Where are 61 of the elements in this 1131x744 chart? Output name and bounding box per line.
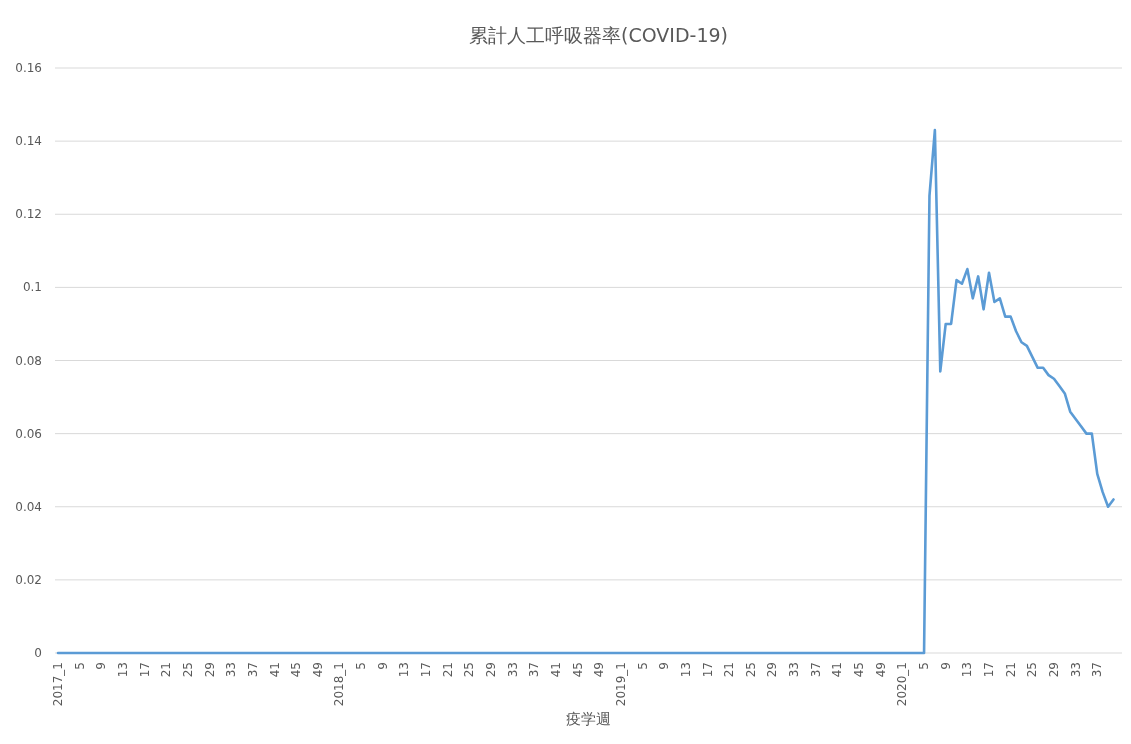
x-tick-label: 17 bbox=[419, 662, 434, 678]
x-tick-label: 17 bbox=[700, 662, 715, 678]
x-tick-label: 21 bbox=[440, 662, 455, 678]
x-tick-label: 49 bbox=[310, 662, 325, 678]
x-tick-label: 33 bbox=[505, 662, 520, 678]
y-tick-label: 0 bbox=[34, 646, 42, 660]
x-tick-label: 5 bbox=[635, 662, 650, 670]
x-tick-label: 49 bbox=[873, 662, 888, 678]
x-tick-label: 49 bbox=[592, 662, 607, 678]
x-tick-label: 17 bbox=[982, 662, 997, 678]
x-tick-label: 21 bbox=[722, 662, 737, 678]
x-tick-label: 37 bbox=[1090, 662, 1105, 678]
x-tick-label: 21 bbox=[1003, 662, 1018, 678]
line-series bbox=[56, 128, 1115, 655]
y-tick-label: 0.16 bbox=[15, 61, 42, 75]
x-tick-label: 2020_1 bbox=[895, 662, 910, 707]
y-tick-label: 0.02 bbox=[15, 572, 42, 587]
x-tick-label: 9 bbox=[375, 662, 390, 670]
y-tick-label: 0.08 bbox=[15, 353, 42, 368]
y-tick-label: 0.14 bbox=[15, 134, 42, 149]
x-tick-label: 41 bbox=[830, 662, 845, 678]
x-tick-label: 17 bbox=[137, 662, 152, 678]
x-tick-label: 5 bbox=[917, 662, 932, 670]
x-tick-label: 13 bbox=[960, 662, 975, 678]
x-tick-label: 25 bbox=[462, 662, 477, 678]
x-tick-label: 37 bbox=[527, 662, 542, 678]
x-tick-label: 33 bbox=[787, 662, 802, 678]
x-tick-label: 21 bbox=[159, 662, 174, 678]
x-tick-label: 13 bbox=[115, 662, 130, 678]
x-tick-label: 25 bbox=[180, 662, 195, 678]
x-tick-label: 37 bbox=[808, 662, 823, 678]
x-tick-label: 13 bbox=[397, 662, 412, 678]
x-tick-label: 25 bbox=[1025, 662, 1040, 678]
x-tick-label: 29 bbox=[484, 662, 499, 678]
x-tick-label: 37 bbox=[245, 662, 260, 678]
x-axis-title: 疫学週 bbox=[566, 710, 611, 728]
x-tick-label: 33 bbox=[1068, 662, 1083, 678]
y-tick-label: 0.12 bbox=[15, 207, 42, 222]
x-tick-label: 2017_1 bbox=[51, 662, 65, 707]
x-tick-label: 25 bbox=[743, 662, 758, 678]
y-tick-label: 0.04 bbox=[15, 499, 42, 514]
x-tick-label: 41 bbox=[267, 662, 282, 678]
x-tick-label: 29 bbox=[202, 662, 217, 678]
x-tick-label: 45 bbox=[570, 662, 585, 678]
x-tick-label: 5 bbox=[72, 662, 87, 670]
x-tick-label: 33 bbox=[224, 662, 239, 678]
chart-title: 累計人工呼吸器率(COVID-19) bbox=[469, 24, 728, 46]
x-tick-label: 2018_1 bbox=[332, 662, 347, 707]
y-tick-label: 0.06 bbox=[15, 426, 42, 441]
x-tick-label: 5 bbox=[354, 662, 369, 670]
x-tick-label: 29 bbox=[1046, 662, 1061, 678]
x-tick-label: 9 bbox=[938, 662, 953, 670]
x-tick-label: 9 bbox=[657, 662, 672, 670]
x-tick-label: 45 bbox=[852, 662, 867, 678]
x-tick-label: 45 bbox=[289, 662, 304, 678]
x-tick-label: 41 bbox=[548, 662, 563, 678]
x-tick-label: 2019_1 bbox=[613, 662, 628, 707]
x-tick-label: 29 bbox=[765, 662, 780, 678]
y-tick-label: 0.1 bbox=[22, 280, 42, 295]
x-tick-label: 9 bbox=[94, 662, 109, 670]
x-tick-label: 13 bbox=[678, 662, 693, 678]
